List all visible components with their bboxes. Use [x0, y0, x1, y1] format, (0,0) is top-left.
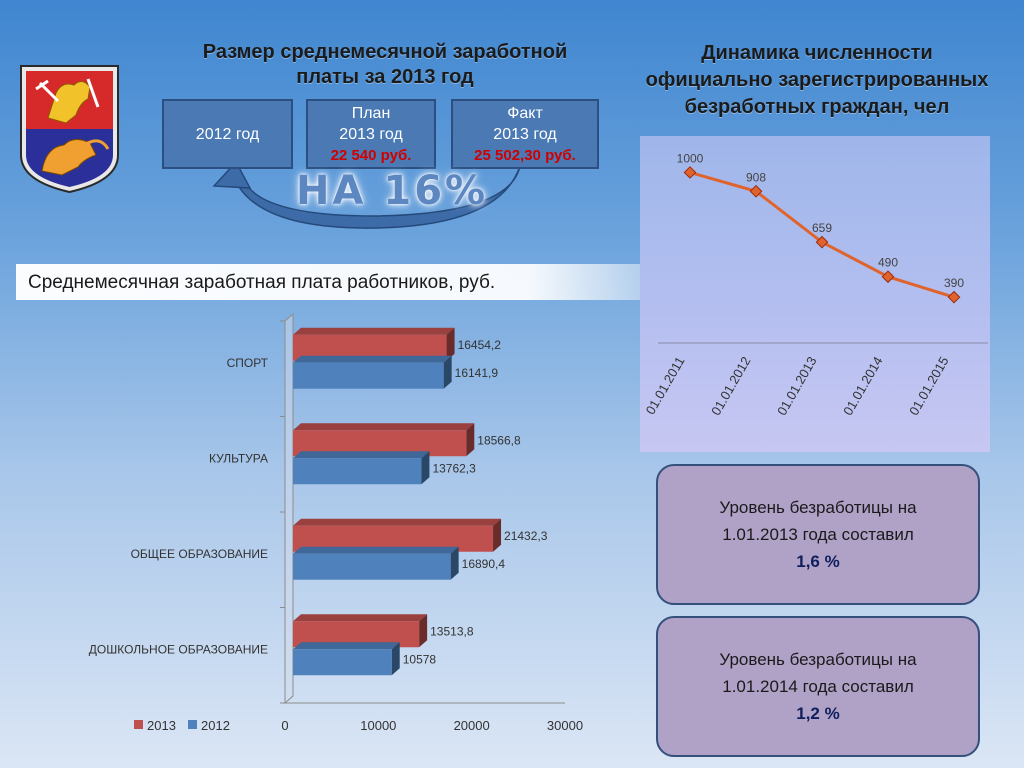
unemployment-title-line2: официально зарегистрированных — [645, 69, 989, 91]
x-tick-label: 01.01.2012 — [708, 354, 754, 418]
card-line2: 1.01.2014 года составил — [722, 677, 914, 696]
bar-top — [293, 327, 455, 335]
salary-title-line2: платы за 2013 год — [296, 66, 474, 88]
increase-percentage: НА 16% — [296, 168, 489, 214]
x-tick-label: 10000 — [360, 718, 396, 733]
x-tick-label: 01.01.2013 — [774, 354, 820, 418]
data-label: 390 — [944, 276, 964, 290]
card-line1: Уровень безработицы на — [719, 498, 917, 517]
bar-end — [419, 614, 428, 648]
bar-value-label: 21432,3 — [504, 529, 548, 543]
line-chart-background — [640, 136, 990, 452]
x-tick-label: 0 — [281, 718, 288, 733]
section-banner — [16, 264, 642, 300]
bar-value-label: 16454,2 — [458, 338, 502, 352]
legend-label: 2012 — [201, 718, 230, 733]
bar-end — [493, 518, 502, 552]
unemployment-title-line1: Динамика численности — [701, 42, 933, 64]
data-label: 659 — [812, 221, 832, 235]
box-2012-label: 2012 год — [195, 125, 260, 143]
data-point — [749, 184, 763, 198]
fact-label: Факт — [507, 104, 543, 122]
coat-of-arms-emblem — [20, 65, 119, 194]
data-point — [815, 235, 829, 249]
bar-end — [450, 546, 459, 580]
plan-year: 2013 год — [339, 125, 403, 143]
card-value: 1,2 % — [796, 704, 840, 723]
plan-label: План — [351, 104, 391, 122]
data-label: 1000 — [677, 151, 704, 165]
category-label: СПОРТ — [227, 356, 269, 370]
salary-bar-chart: СПОРТ 16454,2 16141,9 КУЛЬТУРА 18566,813762,… — [89, 312, 583, 733]
x-tick-label: 01.01.2015 — [906, 354, 952, 418]
data-point — [881, 270, 895, 284]
bar-value-label: 13513,8 — [430, 624, 474, 638]
unemployment-rate-card-2013: Уровень безработицы на 1.01.2013 года со… — [656, 464, 980, 605]
bar-top — [293, 614, 428, 622]
salary-box-plan: План 2013 год 22 540 руб. — [306, 99, 436, 169]
bar-top — [293, 642, 400, 650]
bar-value-label: 16890,4 — [462, 557, 506, 571]
card-value: 1,6 % — [796, 552, 840, 571]
plan-value: 22 540 руб. — [330, 146, 412, 164]
salary-box-2012: 2012 год — [162, 99, 293, 169]
fact-year: 2013 год — [493, 125, 557, 143]
unemployment-title-line3: безработных граждан, чел — [684, 96, 950, 118]
data-label: 908 — [746, 170, 766, 184]
card-line2: 1.01.2013 года составил — [722, 525, 914, 544]
bar — [293, 649, 392, 676]
x-tick-label: 01.01.2011 — [643, 354, 688, 417]
category-label: КУЛЬТУРА — [209, 451, 268, 465]
legend-label: 2013 — [147, 718, 176, 733]
x-tick-label: 20000 — [454, 718, 490, 733]
category-label: ДОШКОЛЬНОЕ ОБРАЗОВАНИЕ — [89, 642, 268, 656]
unemployment-line-chart: 1000 01.01.2011 908 01.01.2012 659 01.01.2013… — [643, 151, 988, 418]
bar — [293, 458, 422, 485]
x-tick-label: 01.01.2014 — [840, 354, 886, 418]
section-title: Среднемесячная заработная плата работник… — [28, 272, 496, 293]
legend-swatch — [134, 720, 143, 729]
bar-top — [293, 518, 502, 526]
data-point — [947, 290, 961, 304]
salary-box-fact: Факт 2013 год 25 502,30 руб. — [451, 99, 599, 169]
bar-end — [466, 423, 475, 457]
bar-end — [421, 451, 430, 485]
bar — [293, 553, 451, 580]
bar-end — [443, 355, 452, 389]
bar-value-label: 16141,9 — [455, 366, 499, 380]
bar — [293, 362, 444, 389]
data-point — [683, 166, 697, 179]
salary-title-line1: Размер среднемесячной заработной — [202, 41, 568, 63]
bar-end — [446, 327, 455, 361]
x-tick-label: 30000 — [547, 718, 583, 733]
bar-end — [391, 642, 400, 676]
category-label: ОБЩЕЕ ОБРАЗОВАНИЕ — [131, 547, 268, 561]
bar-top — [293, 451, 430, 459]
salary-title: Размер среднемесячной заработной платы з… — [160, 40, 610, 90]
data-label: 490 — [878, 256, 898, 270]
legend-swatch — [188, 720, 197, 729]
bar-top — [293, 355, 452, 363]
bar-value-label: 13762,3 — [432, 461, 476, 475]
category-axis — [284, 312, 294, 705]
bar-top — [293, 423, 475, 431]
bar-value-label: 18566,8 — [477, 433, 521, 447]
bar-value-label: 10578 — [403, 652, 437, 666]
card-line1: Уровень безработицы на — [719, 650, 917, 669]
unemployment-title: Динамика численности официально зарегист… — [612, 40, 1022, 121]
bar-top — [293, 546, 459, 554]
fact-value: 25 502,30 руб. — [474, 146, 576, 164]
unemployment-rate-card-2014: Уровень безработицы на 1.01.2014 года со… — [656, 616, 980, 757]
